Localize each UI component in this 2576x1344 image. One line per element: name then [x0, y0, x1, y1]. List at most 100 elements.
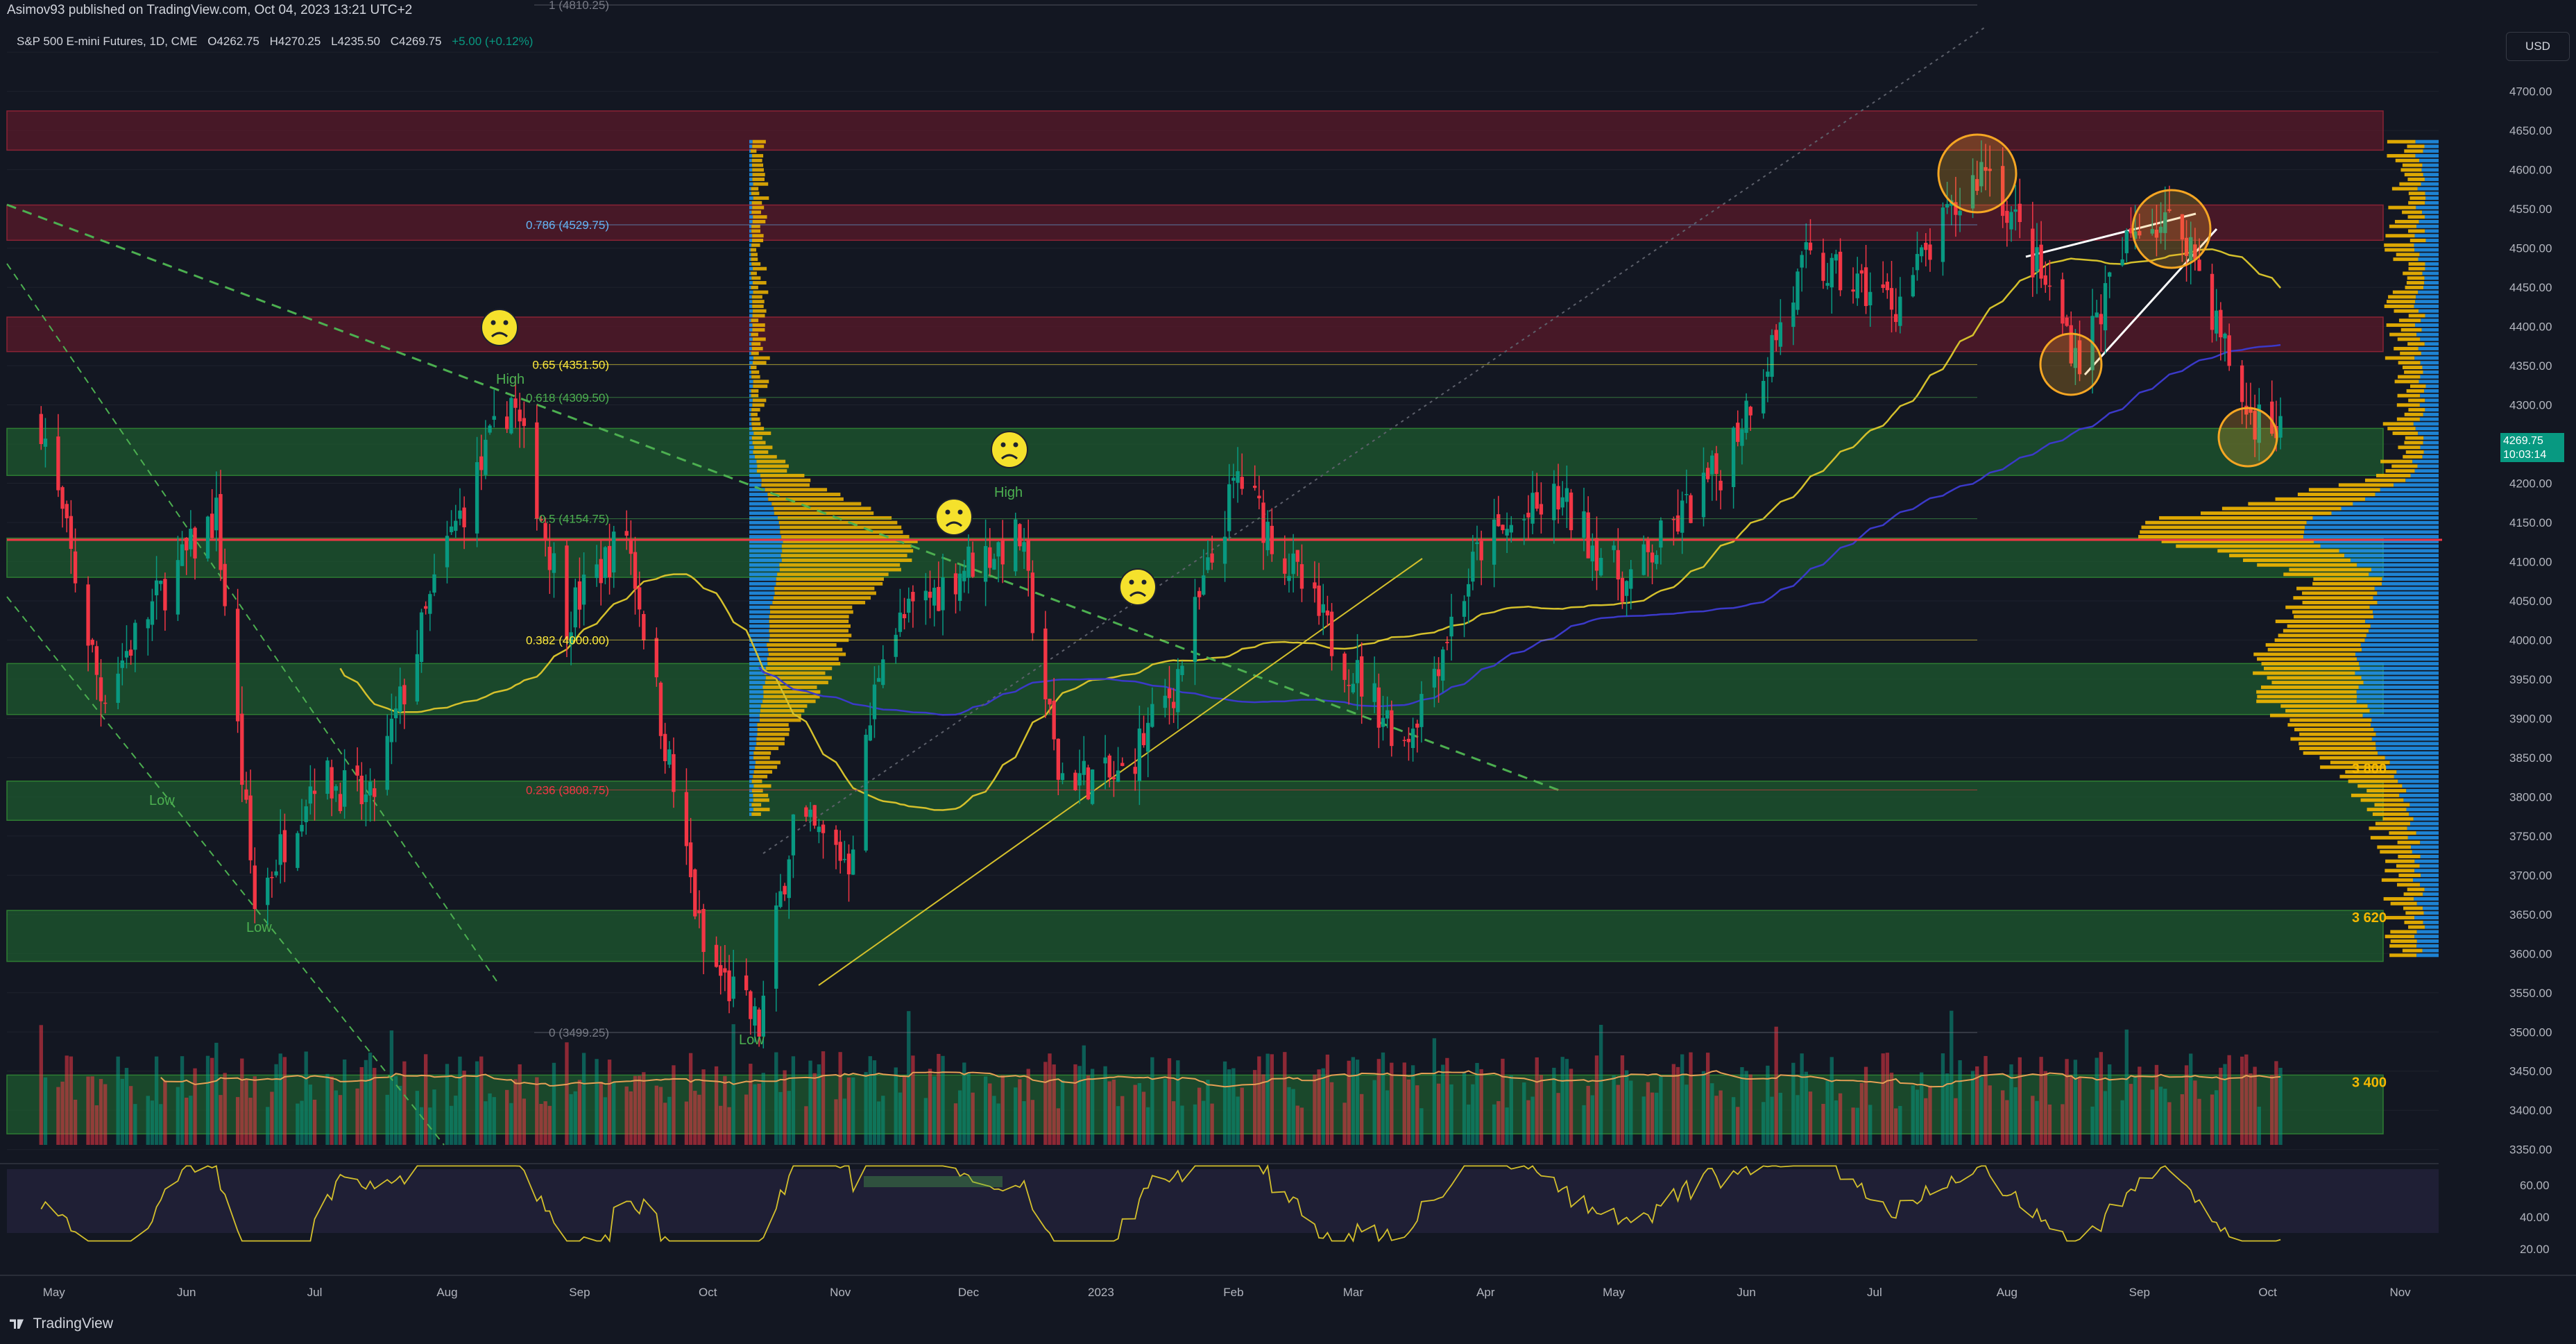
volume-profile-bar [749, 192, 751, 196]
tradingview-logo[interactable]: TradingView [10, 1316, 113, 1332]
volume-bar [1103, 1066, 1107, 1145]
volume-profile-bar [2420, 337, 2439, 341]
volume-bar [244, 1080, 248, 1145]
candle-body [2150, 229, 2154, 234]
time-axis-label: Jul [307, 1286, 323, 1299]
volume-profile-bar [760, 704, 808, 708]
volume-profile-bar [749, 441, 753, 445]
volume-profile-bar [2415, 427, 2439, 431]
volume-profile-bar [749, 469, 757, 473]
volume-bar [193, 1068, 197, 1145]
candle-body [1859, 270, 1864, 274]
volume-bar [1569, 1069, 1573, 1145]
volume-bar [2167, 1102, 2172, 1145]
rsi-pane [0, 1163, 2439, 1243]
volume-bar [2133, 1077, 2138, 1145]
candle-body [1342, 653, 1347, 680]
volume-bar [2095, 1057, 2099, 1145]
volume-profile-bar [2425, 266, 2439, 271]
volume-bar [274, 1064, 278, 1145]
volume-profile-bar [2394, 346, 2419, 350]
candle-body [402, 685, 407, 705]
volume-profile-bar [763, 690, 821, 694]
sad-face-eye [1013, 442, 1018, 448]
currency-button[interactable]: USD [2506, 32, 2570, 61]
volume-bar [1915, 1089, 1920, 1145]
volume-bar [957, 1090, 962, 1145]
volume-profile-bar [2159, 516, 2313, 520]
volume-profile-bar [749, 295, 752, 299]
resistance-zone [6, 110, 2384, 151]
volume-bar [971, 1092, 975, 1145]
volume-profile-bar [2257, 657, 2357, 661]
candle-body [1210, 553, 1214, 563]
volume-profile-bar [753, 356, 770, 360]
price-axis-label: 3850.00 [2509, 751, 2552, 765]
volume-profile-bar [2412, 850, 2439, 854]
volume-profile-bar [2414, 304, 2439, 308]
volume-bar [1030, 1100, 1035, 1145]
candle-body [1671, 518, 1676, 520]
candle-body [595, 564, 599, 579]
volume-bar [266, 1107, 270, 1145]
volume-bar [2240, 1056, 2244, 1145]
candle-body [1120, 763, 1125, 766]
volume-profile-bar [2423, 370, 2439, 374]
candle-body [988, 547, 992, 568]
volume-bar [484, 1101, 488, 1145]
volume-bar [389, 1030, 394, 1145]
volume-profile-bar [753, 808, 770, 812]
volume-bar [492, 1097, 496, 1145]
symbol-name[interactable]: S&P 500 E-mini Futures, 1D, CME [17, 35, 198, 48]
volume-profile-bar [2296, 586, 2375, 590]
support-zone [6, 910, 2384, 962]
volume-profile-bar [2387, 139, 2416, 144]
volume-bar [1146, 1107, 1150, 1145]
volume-profile-bar [2396, 864, 2420, 868]
volume-profile-bar [749, 695, 764, 699]
volume-profile-bar [781, 544, 912, 548]
candle-body [1313, 582, 1317, 589]
volume-profile-bar [2418, 309, 2439, 313]
volume-bar [282, 1057, 287, 1145]
candle-body [154, 580, 159, 595]
candle-body [1526, 512, 1530, 518]
candle-body [1111, 777, 1116, 780]
volume-profile-bar [2398, 361, 2421, 365]
candle-body [607, 545, 612, 578]
volume-profile-bar [749, 393, 751, 398]
volume-profile-bar [2402, 210, 2423, 214]
volume-bar [1958, 1060, 1962, 1145]
volume-profile-bar [2405, 450, 2424, 454]
volume-bar [1945, 1073, 1950, 1145]
volume-profile-bar [2289, 568, 2371, 572]
volume-profile-bar [767, 493, 841, 497]
candle-body [941, 577, 945, 611]
pivot-label: High [496, 372, 524, 387]
time-axis: May Jun Jul Aug Sep Oct Nov Dec 2023 Feb Mar Apr May… [0, 1275, 2576, 1299]
volume-profile-bar [2319, 756, 2385, 760]
pivot-label: Low [246, 920, 272, 935]
ohlc-close: C4269.75 [390, 35, 442, 48]
volume-profile-bar [749, 554, 781, 558]
candle-body [1236, 471, 1240, 483]
volume-profile-bar [2408, 408, 2425, 412]
volume-profile-bar [749, 309, 753, 313]
volume-profile-bar [753, 215, 767, 219]
candle-body [1419, 694, 1424, 727]
volume-bar [402, 1061, 407, 1145]
symbol-legend[interactable]: S&P 500 E-mini Futures, 1D, CME O4262.75… [17, 35, 540, 49]
volume-profile-bar [2424, 177, 2439, 181]
candle-body [389, 718, 394, 742]
candle-body [1829, 257, 1834, 288]
volume-profile-bar [749, 422, 752, 426]
candle-body [1180, 665, 1184, 675]
candle-body [2193, 244, 2197, 260]
candle-body [240, 713, 244, 785]
volume-bar [458, 1056, 462, 1145]
volume-profile-bar [2287, 723, 2371, 727]
volume-bar [522, 1098, 527, 1145]
volume-bar [1402, 1062, 1406, 1145]
